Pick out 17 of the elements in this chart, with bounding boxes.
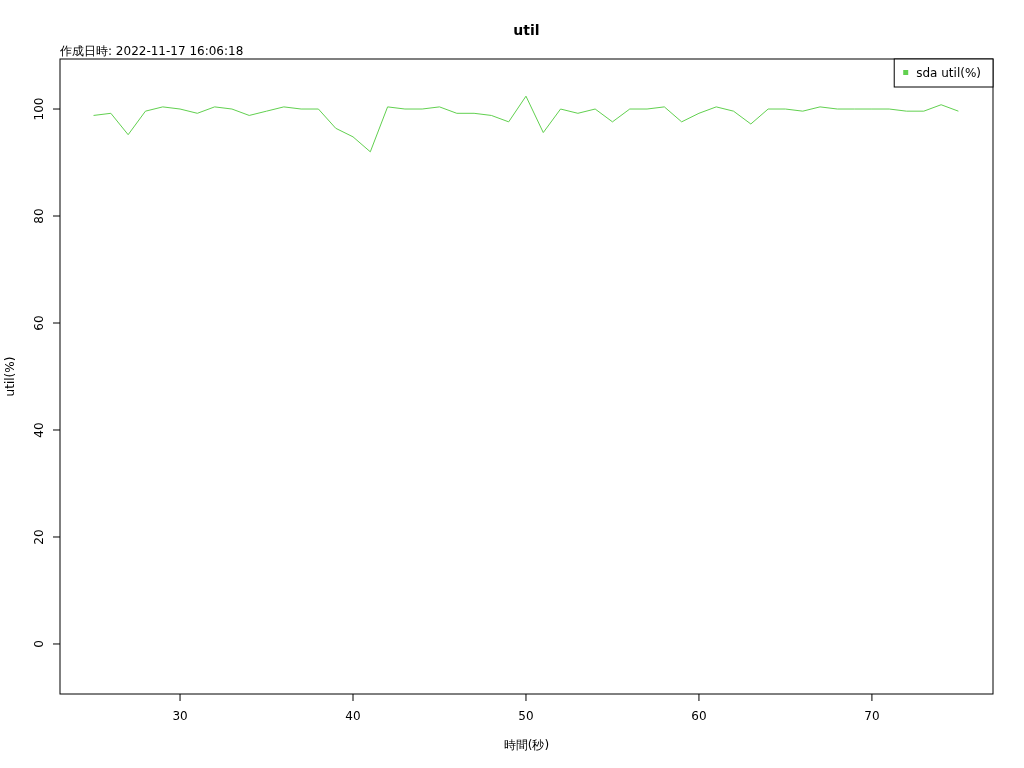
x-tick-label: 70 — [864, 709, 880, 723]
x-tick-label: 40 — [345, 709, 361, 723]
y-tick-label: 20 — [32, 529, 46, 545]
x-tick-label: 30 — [172, 709, 188, 723]
x-axis-title: 時間(秒) — [503, 738, 550, 752]
y-tick-label: 40 — [32, 422, 46, 438]
chart-title: util — [513, 22, 540, 38]
y-tick-label: 80 — [32, 208, 46, 224]
legend-label: sda util(%) — [916, 66, 981, 80]
y-tick-label: 100 — [32, 97, 46, 121]
chart-subtitle: 作成日時: 2022-11-17 16:06:18 — [59, 44, 244, 58]
y-tick-label: 0 — [32, 640, 46, 648]
x-tick-label: 50 — [518, 709, 534, 723]
x-tick-label: 60 — [691, 709, 707, 723]
y-tick-label: 60 — [32, 315, 46, 331]
y-axis-title: util(%) — [3, 356, 17, 397]
legend: sda util(%) — [893, 58, 994, 88]
